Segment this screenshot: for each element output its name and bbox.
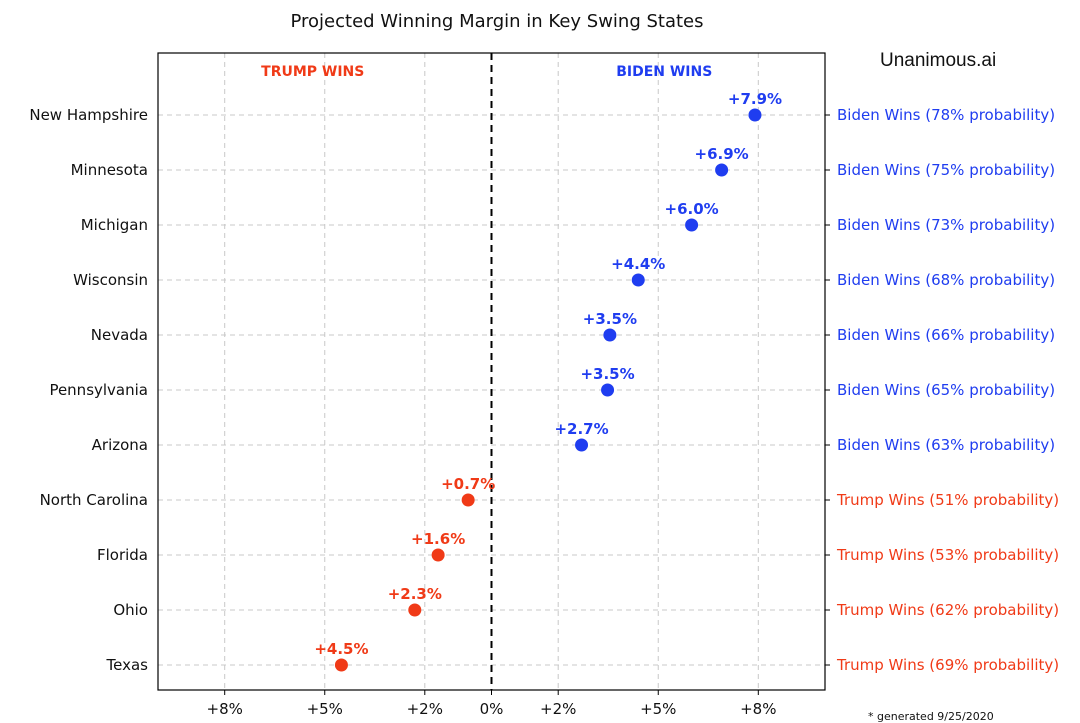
- data-point-trump: [334, 658, 348, 672]
- outcome-label: Biden Wins (78% probability): [837, 106, 1055, 124]
- outcome-label: Trump Wins (62% probability): [836, 601, 1059, 619]
- data-point-biden: [603, 328, 617, 342]
- outcome-label: Biden Wins (63% probability): [837, 436, 1055, 454]
- state-label: Minnesota: [71, 161, 148, 179]
- region-label-biden: BIDEN WINS: [616, 64, 712, 80]
- outcome-label: Biden Wins (75% probability): [837, 161, 1055, 179]
- data-point-biden: [685, 218, 699, 232]
- outcome-labels: Biden Wins (78% probability) Biden Wins (…: [836, 106, 1059, 674]
- state-label: Texas: [106, 656, 149, 674]
- x-axis-ticks: +8% +5% +2% 0% +2% +5% +8%: [207, 690, 776, 718]
- outcome-label: Biden Wins (73% probability): [837, 216, 1055, 234]
- data-label: +0.7%: [441, 475, 495, 493]
- data-point-biden: [601, 383, 615, 397]
- state-label: Arizona: [92, 436, 148, 454]
- chart-title: Projected Winning Margin in Key Swing St…: [291, 11, 704, 32]
- data-label: +4.5%: [314, 640, 368, 658]
- outcome-label: Biden Wins (65% probability): [837, 381, 1055, 399]
- x-tick-label: +5%: [640, 700, 676, 718]
- data-label: +2.3%: [388, 585, 442, 603]
- x-tick-label: 0%: [480, 700, 504, 718]
- outcome-label: Trump Wins (53% probability): [836, 546, 1059, 564]
- data-point-biden: [715, 163, 729, 177]
- outcome-label: Biden Wins (68% probability): [837, 271, 1055, 289]
- data-label: +6.0%: [665, 200, 719, 218]
- state-labels: New Hampshire Minnesota Michigan Wisconsin N…: [29, 106, 830, 674]
- state-label: North Carolina: [40, 491, 148, 509]
- state-label: Pennsylvania: [49, 381, 148, 399]
- state-label: New Hampshire: [29, 106, 148, 124]
- data-point-biden: [575, 438, 589, 452]
- state-label: Ohio: [113, 601, 148, 619]
- plot-frame: [157, 52, 826, 691]
- data-label: +4.4%: [611, 255, 665, 273]
- brand-logo-text: Unanimous.ai: [880, 50, 997, 71]
- data-points: +7.9% +6.9% +6.0% +4.4% +3.5% +3.5% +2.7% +0.7%…: [314, 90, 782, 672]
- outcome-label: Trump Wins (51% probability): [836, 491, 1059, 509]
- data-label: +2.7%: [554, 420, 608, 438]
- state-label: Wisconsin: [73, 271, 148, 289]
- data-point-trump: [431, 548, 445, 562]
- data-label: +6.9%: [695, 145, 749, 163]
- data-point-trump: [408, 603, 422, 617]
- x-tick-label: +8%: [740, 700, 776, 718]
- x-tick-label: +2%: [407, 700, 443, 718]
- data-point-trump: [461, 493, 475, 507]
- x-tick-label: +2%: [540, 700, 576, 718]
- state-label: Michigan: [81, 216, 148, 234]
- data-label: +1.6%: [411, 530, 465, 548]
- region-label-trump: TRUMP WINS: [261, 64, 364, 80]
- x-tick-label: +5%: [307, 700, 343, 718]
- region-labels: TRUMP WINS BIDEN WINS: [261, 64, 712, 80]
- data-label: +7.9%: [728, 90, 782, 108]
- outcome-label: Biden Wins (66% probability): [837, 326, 1055, 344]
- x-tick-label: +8%: [207, 700, 243, 718]
- generated-note: * generated 9/25/2020: [868, 710, 994, 723]
- data-point-biden: [748, 108, 762, 122]
- data-label: +3.5%: [583, 310, 637, 328]
- data-point-biden: [631, 273, 645, 287]
- state-label: Nevada: [91, 326, 148, 344]
- outcome-label: Trump Wins (69% probability): [836, 656, 1059, 674]
- data-label: +3.5%: [580, 365, 634, 383]
- state-label: Florida: [97, 546, 148, 564]
